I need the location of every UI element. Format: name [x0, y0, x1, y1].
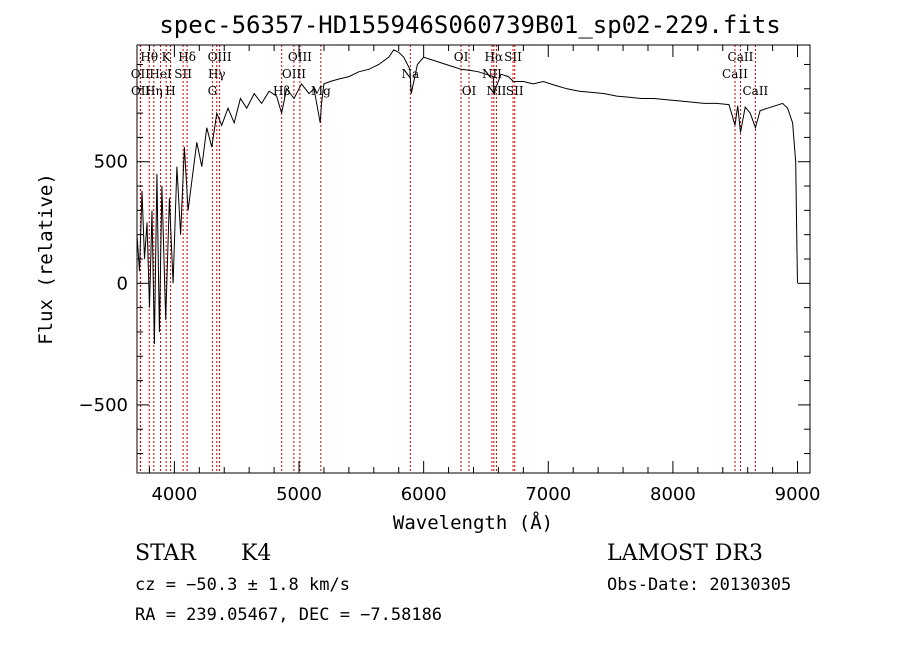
spectral-line-label: SII	[174, 67, 192, 81]
spectral-line-label: CaII	[742, 84, 768, 98]
x-axis-label: Wavelength (Å)	[393, 511, 553, 534]
chart-title: spec-56357-HD155946S060739B01_sp02-229.f…	[159, 11, 780, 39]
object-subclass: K4	[241, 541, 271, 566]
axis-ticks	[137, 45, 810, 473]
spectral-line-label: OII	[131, 84, 151, 98]
y-tick-label: 0	[117, 273, 128, 294]
redshift-cz: cz = −50.3 ± 1.8 km/s	[135, 575, 350, 595]
y-tick-label: 500	[94, 152, 128, 173]
spectral-line-label: Mg	[311, 84, 331, 98]
spectral-line-label: HeI	[149, 67, 172, 81]
spectral-line-label: CaII	[728, 50, 754, 64]
spectral-line-label: Hη	[145, 84, 163, 98]
object-class: STAR	[135, 541, 197, 566]
spectral-line-label: G	[208, 84, 218, 98]
x-tick-label: 4000	[151, 484, 197, 505]
x-tick-label: 8000	[650, 484, 696, 505]
spectral-line-label: SII	[504, 50, 522, 64]
x-tick-label: 5000	[276, 484, 322, 505]
spectral-line-label: Hδ	[178, 50, 196, 64]
survey-name: LAMOST DR3	[607, 541, 763, 566]
spectral-line-label: OI	[454, 50, 469, 64]
spectral-line-label: OIII	[288, 50, 312, 64]
spectral-line-label: NII	[482, 67, 502, 81]
spectral-line-label: OIII	[208, 50, 232, 64]
spectral-line-label: Hα	[485, 50, 504, 64]
spectral-line-label: Hθ	[140, 50, 158, 64]
coordinates: RA = 239.05467, DEC = −7.58186	[135, 605, 442, 625]
x-tick-label: 6000	[401, 484, 447, 505]
spectral-line-label: K	[162, 50, 172, 64]
spectral-line-labels: Hθ OII OII K H HeI Hη Hδ SII OIII Hγ G OIII OIII Hβ Mg N…	[131, 50, 769, 98]
spectral-line-label: OI	[462, 84, 477, 98]
x-tick-label: 7000	[525, 484, 571, 505]
spectral-line-label: NII	[486, 84, 506, 98]
y-tick-label: −500	[79, 395, 128, 416]
observation-date: Obs-Date: 20130305	[607, 575, 791, 595]
spectral-line-label: OIII	[282, 67, 306, 81]
spectral-line-label: OII	[131, 67, 151, 81]
axis-tick-labels: 4000 5000 6000 7000 8000 9000 −500 0 500	[79, 152, 821, 505]
spectral-line-label: SII	[506, 84, 524, 98]
y-axis-label: Flux (relative)	[35, 173, 57, 345]
spectral-line-label: H	[165, 84, 175, 98]
flux-series-line	[136, 49, 798, 345]
spectral-line-label: Hβ	[273, 84, 290, 98]
spectral-line-markers	[139, 45, 756, 473]
x-tick-label: 9000	[775, 484, 821, 505]
spectral-line-label: CaII	[722, 67, 748, 81]
spectral-line-label: Hγ	[208, 67, 226, 81]
